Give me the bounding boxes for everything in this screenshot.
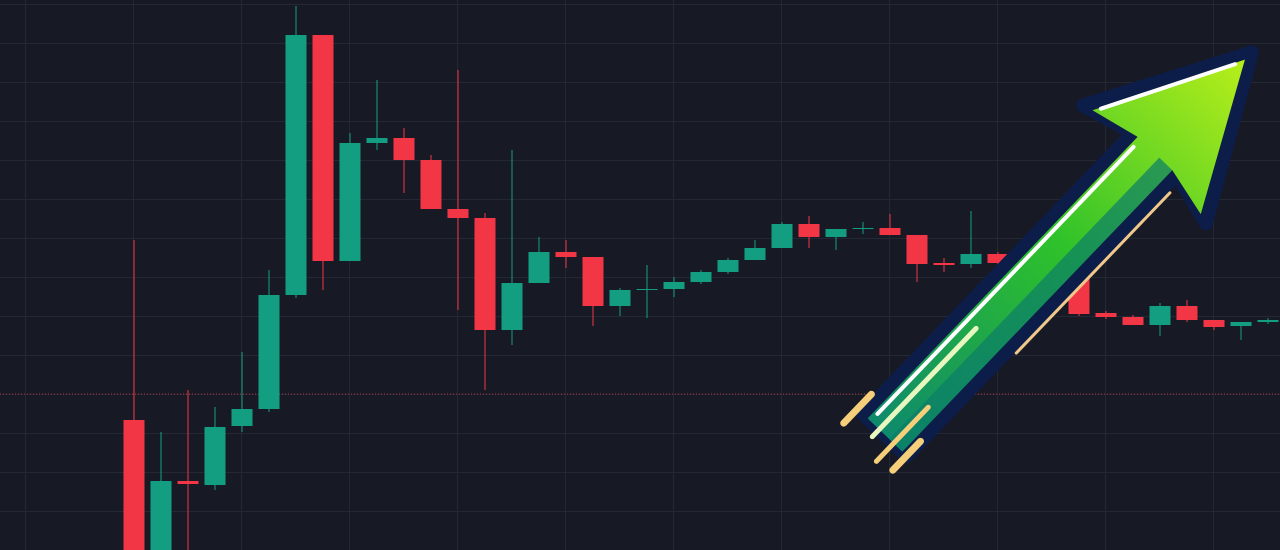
candle-body	[744, 248, 766, 260]
candle-body	[825, 229, 847, 237]
candle-body	[177, 481, 199, 484]
candle-body	[258, 295, 280, 409]
candle-body	[582, 257, 604, 306]
candle-body	[1122, 317, 1144, 325]
candle-body	[204, 427, 226, 485]
candle-body	[339, 143, 361, 261]
candle-body	[528, 252, 550, 283]
candle-body	[1095, 313, 1117, 317]
candle-body	[690, 272, 712, 282]
candle-body	[1176, 306, 1198, 320]
candle-body	[1230, 322, 1252, 326]
candle-body	[366, 138, 388, 143]
candle-body	[447, 209, 469, 218]
candle-body	[798, 224, 820, 237]
candle-body	[933, 263, 955, 265]
candle-body	[393, 138, 415, 160]
candle-body	[1257, 320, 1279, 322]
candle-body	[852, 228, 874, 229]
candle-body	[555, 252, 577, 257]
candle-body	[123, 420, 145, 550]
candle-body	[150, 481, 172, 550]
candle-body	[312, 35, 334, 261]
candle-body	[231, 409, 253, 426]
candle-body	[906, 235, 928, 264]
candle-body	[474, 218, 496, 330]
candle-body	[987, 254, 1009, 263]
candle-body	[771, 224, 793, 248]
candle-body	[663, 282, 685, 289]
candle-body	[1203, 320, 1225, 327]
candle-body	[501, 283, 523, 330]
candle-body	[1149, 306, 1171, 325]
arrow	[840, 45, 1259, 474]
candle-body	[609, 290, 631, 306]
candle-body	[960, 254, 982, 264]
candle-body	[636, 289, 658, 290]
candle-body	[420, 160, 442, 209]
candle-body	[285, 35, 307, 295]
candle-body	[717, 260, 739, 272]
candle-body	[879, 228, 901, 235]
